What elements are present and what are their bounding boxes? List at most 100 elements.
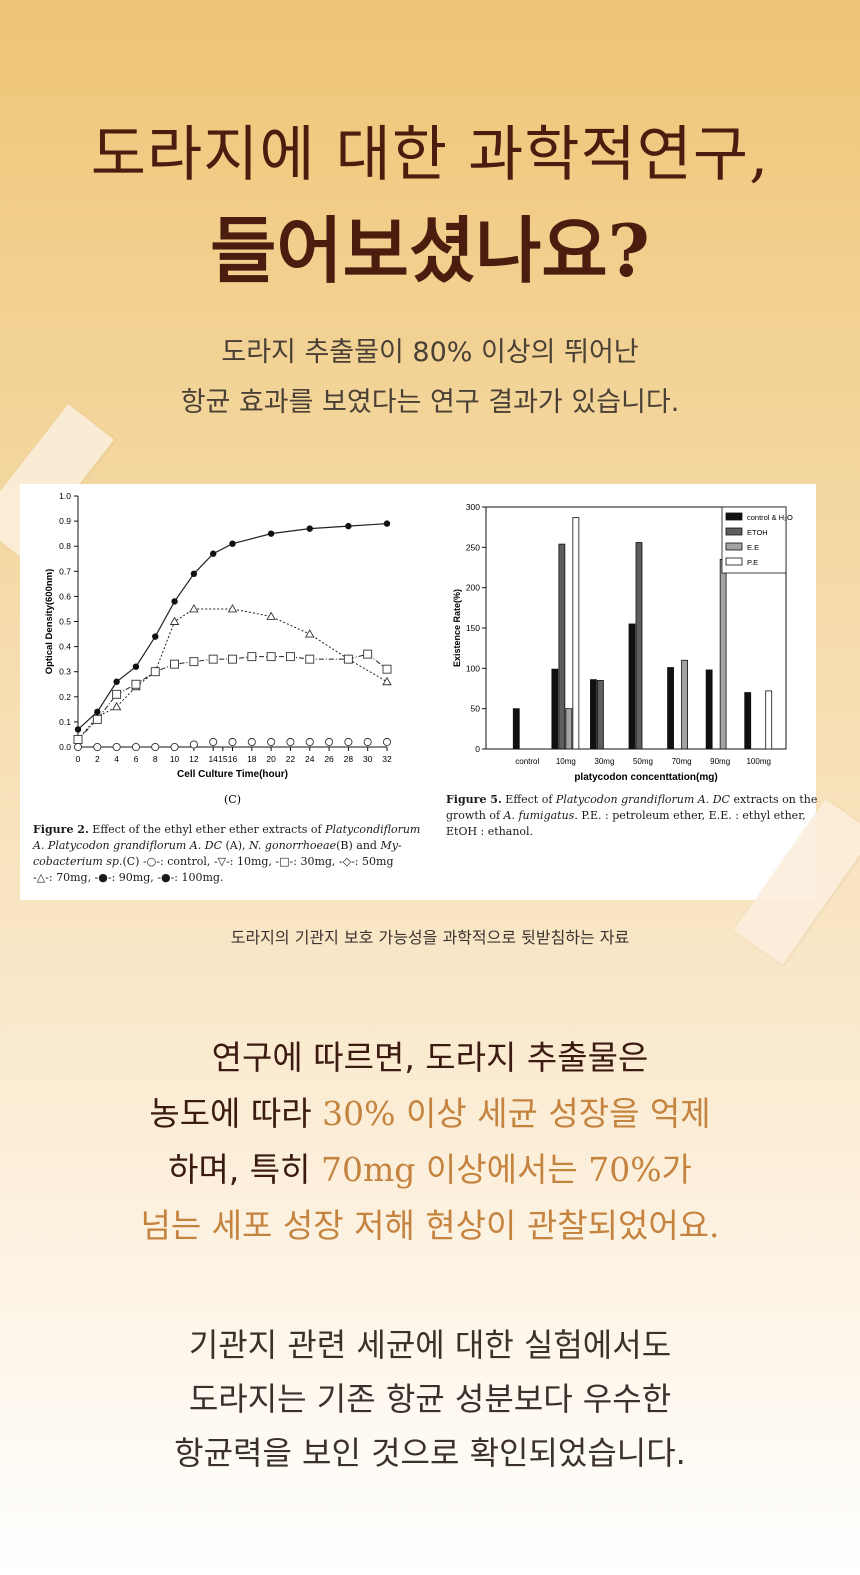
caption-text: Effect of the ethyl ether ether extracts…: [88, 823, 326, 836]
data-point-30mg: [247, 652, 257, 662]
figure-source-note: 도라지의 기관지 보호 가능성을 과학적으로 뒷받침하는 자료: [230, 928, 630, 947]
x-tick-label: 2: [95, 754, 100, 764]
caption-italic: A. fumigatus: [503, 809, 575, 822]
x-tick-label: 10mg: [556, 757, 576, 766]
bar-control & H₂O-10mg: [551, 668, 559, 750]
y-tick-label: 300: [466, 502, 480, 512]
bar-control & H₂O-30mg: [590, 679, 597, 750]
conclusion-text: 기관지 관련 세균에 대한 실험에서도 도라지는 기존 항균 성분보다 우수한 …: [0, 1318, 860, 1480]
data-point-30mg: [112, 689, 122, 699]
data-point-10mg: [382, 676, 392, 686]
intro-text: 도라지 추출물이 80% 이상의 뛰어난 항균 효과를 보였다는 연구 결과가 …: [0, 328, 860, 428]
data-point-control: [209, 737, 218, 747]
caption-text: (C): [122, 855, 143, 868]
caption-text: -○-: control, -▽-: 10mg, -□-: 30mg, -◇-:…: [142, 855, 394, 868]
y-tick-label: 0.1: [59, 717, 71, 727]
page-title-line2: 들어보셨나요?: [210, 208, 650, 293]
y-tick-label: 0.6: [59, 591, 71, 601]
line-chart-optical-density: 0.00.10.20.30.40.50.60.70.80.91.00 2 4 6 8 10…: [44, 491, 392, 806]
figure2-caption: Figure 2. Effect of the ethyl ether ethe…: [33, 822, 420, 886]
x-tick-label: 16: [228, 754, 238, 764]
data-point-30mg: [305, 654, 315, 664]
data-point-control: [382, 737, 392, 747]
legend-swatch-P.E: [725, 557, 743, 566]
data-point-90mg: [74, 726, 82, 733]
legend-label: E.E: [747, 543, 759, 552]
x-tick-label: 22: [286, 754, 296, 764]
y-tick-label: 150: [466, 623, 480, 633]
summary-highlight: 70mg: [321, 1150, 416, 1189]
caption-italic: cobacterium sp.: [33, 855, 123, 868]
data-point-30mg: [363, 649, 373, 659]
data-point-10mg: [304, 629, 315, 638]
caption-fig2-label: Figure 2.: [33, 823, 89, 836]
x-tick-label: 28: [344, 754, 354, 764]
data-point-30mg: [131, 679, 141, 689]
y-axis-label: Optical Density(600nm): [44, 569, 55, 675]
x-tick-label: 15: [218, 754, 228, 764]
data-point-90mg: [132, 663, 140, 670]
y-tick-label: 0: [475, 744, 480, 754]
legend-label: P.E: [747, 558, 758, 567]
data-point-10mg: [266, 611, 276, 620]
x-tick-label: 100mg: [746, 757, 770, 766]
bar-P.E-100mg: [765, 690, 773, 750]
data-point-10mg: [169, 616, 180, 625]
bar-control & H₂O-90mg: [705, 669, 713, 750]
summary-text: 하며, 특히: [168, 1150, 321, 1189]
x-tick-label: 26: [324, 754, 334, 764]
research-figure-panel: 0.0 0.1 0.2 0.3 0.4 0.5 0.6 0.7 0.8 0.9 1.0 0 2 4 6 8 10…: [20, 484, 817, 900]
data-point-90mg: [113, 678, 120, 685]
data-point-control: [267, 737, 276, 747]
bar-E.E-90mg: [719, 559, 727, 750]
bar-ETOH-50mg: [635, 542, 643, 750]
caption-text: EtOH : ethanol.: [446, 825, 534, 838]
data-point-90mg: [267, 530, 275, 537]
data-point-control: [93, 742, 102, 752]
y-tick-label: 0.9: [59, 516, 71, 526]
data-point-control: [131, 742, 140, 752]
caption-fig5-label: Figure 5.: [446, 793, 502, 806]
caption-text: (A),: [221, 839, 250, 852]
data-point-10mg: [111, 701, 122, 711]
caption-italic: N. gonorrhoeae: [249, 839, 337, 852]
x-tick-label: 18: [247, 754, 257, 764]
series-line-90mg: [77, 523, 388, 730]
data-point-control: [363, 737, 372, 747]
y-tick-label: 0.0: [59, 742, 71, 752]
bar-E.E-10mg: [565, 708, 573, 750]
caption-italic: My-: [380, 839, 402, 852]
data-point-control: [73, 742, 83, 752]
summary-line3: 하며, 특히 70mg 이상에서는 70%가: [0, 1142, 860, 1198]
x-tick-label: 70mg: [672, 757, 692, 766]
data-point-30mg: [73, 735, 83, 744]
x-tick-label: 20: [266, 754, 276, 764]
data-point-30mg: [208, 654, 218, 664]
data-point-90mg: [152, 633, 159, 640]
y-tick-label: 50: [471, 704, 481, 714]
data-point-30mg: [150, 667, 160, 677]
data-point-90mg: [306, 525, 313, 532]
series-line-30mg: [77, 653, 388, 740]
summary-highlight: 30% 이상 세균 성장을 억제: [322, 1094, 711, 1133]
x-tick-label: 6: [134, 754, 139, 764]
data-point-90mg: [171, 598, 178, 605]
data-point-90mg: [190, 570, 198, 578]
bar-ETOH-10mg: [558, 543, 566, 750]
intro-line1: 도라지 추출물이 80% 이상의 뛰어난: [221, 337, 639, 368]
x-tick-label: 32: [382, 754, 392, 764]
panel-label: (C): [224, 793, 241, 806]
data-point-90mg: [209, 550, 217, 557]
y-tick-label: 200: [466, 583, 480, 593]
data-point-control: [286, 737, 295, 747]
data-point-90mg: [94, 708, 101, 716]
legend-label: ETOH: [747, 528, 768, 537]
summary-text: 농도에 따라: [149, 1094, 323, 1133]
y-tick-label: 0.4: [59, 642, 71, 652]
y-tick-label: 0.8: [59, 541, 71, 551]
y-tick-label: 100: [466, 663, 480, 673]
data-point-control: [112, 742, 121, 752]
data-point-control: [170, 742, 179, 752]
caption-italic: Platycodon grandiflorum A. DC: [555, 793, 730, 806]
x-tick-label: 14: [208, 754, 218, 764]
